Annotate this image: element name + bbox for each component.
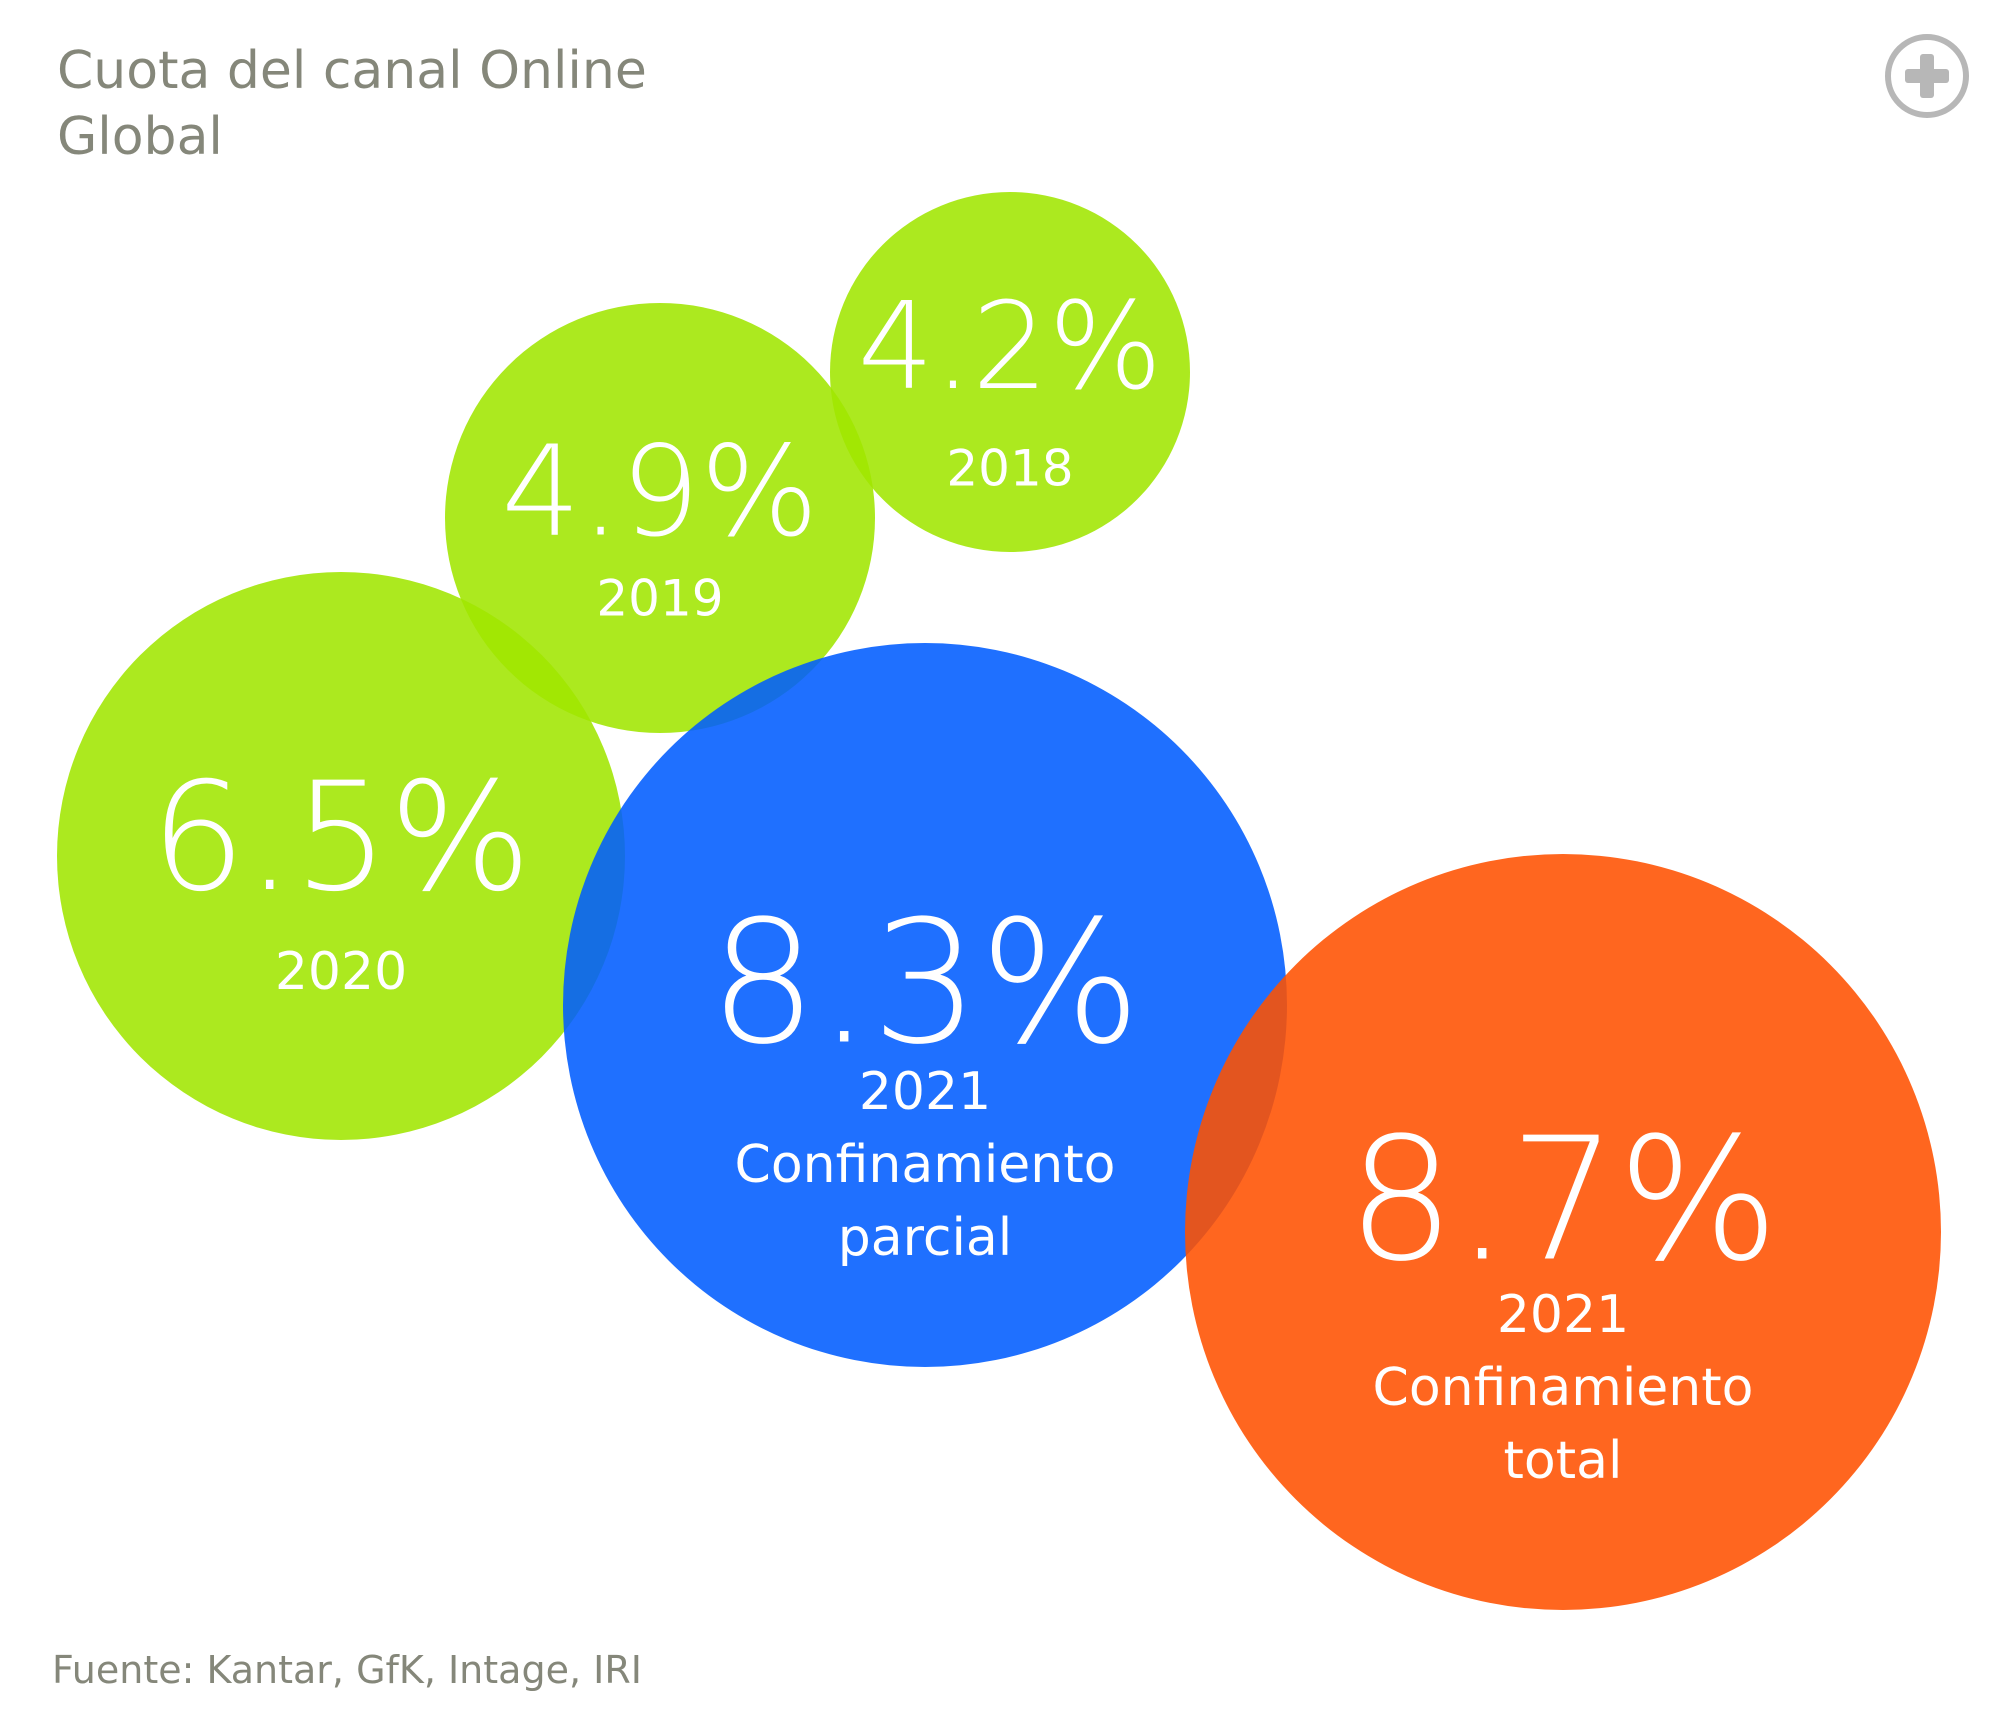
bubble-sublabel-4-3: parcial	[838, 1208, 1012, 1268]
bubble-value-label-1: 4.2%	[858, 278, 1163, 417]
bubble-3	[57, 572, 625, 1140]
bubble-4	[563, 643, 1287, 1367]
bubble-value-label-4: 8.3%	[709, 885, 1141, 1083]
chart-title: Cuota del canal Online Global	[57, 38, 647, 170]
bubble-1	[830, 192, 1190, 552]
bubble-sublabel-3-1: 2020	[275, 942, 407, 1002]
bubble-value-label-3: 6.5%	[150, 751, 531, 925]
bubble-sublabel-2-1: 2019	[596, 570, 723, 628]
bubble-sublabel-1-1: 2018	[946, 440, 1073, 498]
bubble-sublabel-4-2: Confinamiento	[735, 1135, 1116, 1195]
bubble-sublabel-4-1: 2021	[859, 1062, 991, 1122]
expand-button[interactable]	[1883, 32, 1971, 120]
bubble-value-label-5: 8.7%	[1347, 1102, 1779, 1300]
bubble-sublabel-5-2: Confinamiento	[1373, 1358, 1754, 1418]
bubble-value-label-2: 4.9%	[501, 419, 819, 564]
bubble-sublabel-5-1: 2021	[1497, 1285, 1629, 1345]
source-note: Fuente: Kantar, GfK, Intage, IRI	[52, 1648, 642, 1692]
bubbles-group	[57, 192, 1941, 1610]
plus-circle-icon	[1885, 34, 1969, 118]
chart-title-line-1: Cuota del canal Online	[57, 41, 647, 101]
chart-title-line-2: Global	[57, 107, 223, 167]
bubble-sublabel-5-3: total	[1504, 1431, 1623, 1491]
bubble-5	[1185, 854, 1941, 1610]
bubble-2	[445, 303, 875, 733]
